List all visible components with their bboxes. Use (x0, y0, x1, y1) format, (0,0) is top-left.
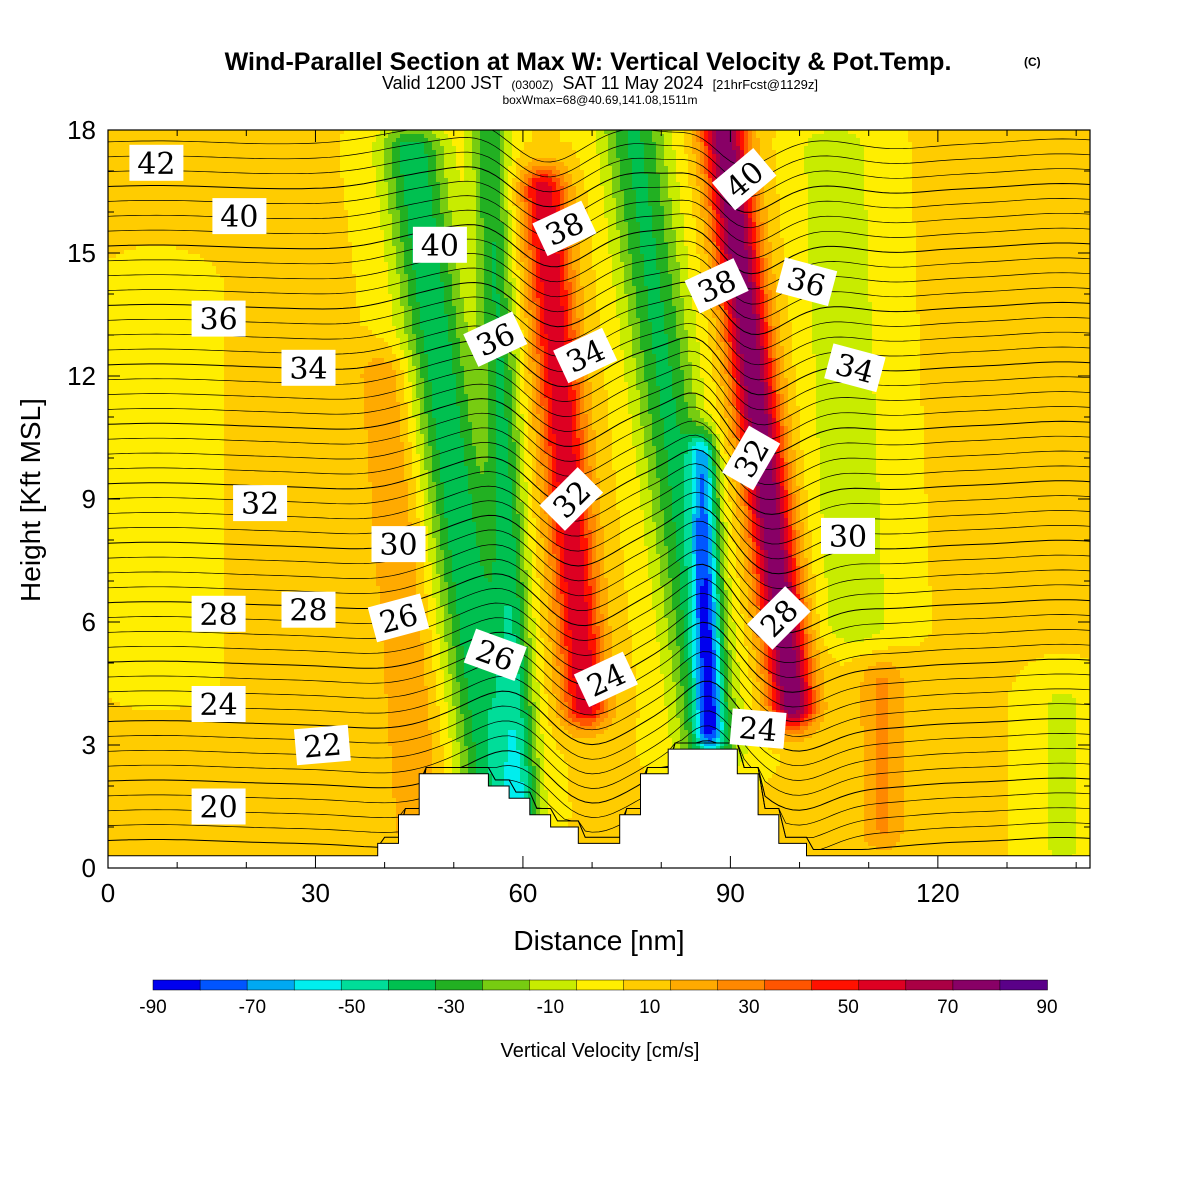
colorbar-swatch (341, 980, 389, 990)
theta-contour-label: 24 (192, 686, 246, 723)
box-info: boxWmax=68@40.69,141.08,1511m (502, 93, 697, 107)
colorbar-tick-label: 90 (1036, 997, 1057, 1018)
y-tick-label: 18 (67, 115, 96, 145)
chart: Wind-Parallel Section at Max W: Vertical… (0, 0, 1200, 1200)
colorbar-tick-label: 10 (639, 997, 660, 1018)
colorbar-swatch (671, 980, 719, 990)
colorbar-tick-label: 30 (738, 997, 759, 1018)
colorbar-tick-label: -70 (239, 997, 266, 1018)
theta-contour-label: 40 (413, 227, 467, 264)
y-axis-title: Height [Kft MSL] (15, 398, 46, 602)
colorbar-swatch (859, 980, 907, 990)
theta-contour-label: 30 (821, 518, 875, 555)
colorbar-tick-label: -50 (338, 997, 365, 1018)
colorbar-swatch (482, 980, 530, 990)
colorbar-swatch (812, 980, 860, 990)
x-tick-label: 120 (916, 878, 959, 908)
y-tick-label: 0 (82, 853, 96, 883)
colorbar-swatch (529, 980, 577, 990)
colorbar-swatch (200, 980, 248, 990)
x-tick-label: 30 (301, 878, 330, 908)
x-tick-label: 90 (716, 878, 745, 908)
colorbar-tick-label: -90 (139, 997, 166, 1018)
colorbar-swatch (435, 980, 483, 990)
colorbar-title: Vertical Velocity [cm/s] (501, 1040, 700, 1062)
chart-header: Wind-Parallel Section at Max W: Vertical… (225, 48, 1041, 107)
colorbar-swatch (388, 980, 436, 990)
colorbar-swatch (765, 980, 813, 990)
chart-title: Wind-Parallel Section at Max W: Vertical… (225, 48, 952, 76)
colorbar-swatch (906, 980, 954, 990)
x-axis-title: Distance [nm] (513, 925, 684, 956)
theta-contour-label: 36 (192, 301, 246, 338)
y-tick-label: 15 (67, 238, 96, 268)
copyright-mark: (C) (1024, 55, 1041, 69)
valid-line: Valid 1200 JST (0300Z) SAT 11 May 2024 [… (382, 73, 818, 93)
colorbar-swatch (1000, 980, 1048, 990)
colorbar-tick-label: 50 (838, 997, 859, 1018)
theta-contour-label: 28 (192, 596, 246, 633)
colorbar-tick-label: -30 (437, 997, 464, 1018)
theta-contour-label: 42 (129, 145, 183, 182)
colorbar-swatch (718, 980, 766, 990)
colorbar: -90 -70 -50 -30 -10 10 30 50 70 90 (139, 980, 1057, 1018)
colorbar-swatch (624, 980, 672, 990)
x-tick-label: 60 (508, 878, 537, 908)
y-tick-label: 9 (82, 484, 96, 514)
colorbar-tick-label: -10 (537, 997, 564, 1018)
theta-contour-label: 34 (282, 350, 336, 387)
y-tick-label: 12 (67, 361, 96, 391)
theta-contour-label: 40 (212, 198, 266, 235)
x-tick-label: 0 (101, 878, 115, 908)
theta-contour-label: 32 (233, 485, 287, 522)
theta-contour-label: 24 (730, 708, 787, 750)
theta-contour-label: 30 (372, 526, 426, 563)
y-tick-label: 3 (82, 730, 96, 760)
colorbar-swatch (247, 980, 295, 990)
colorbar-swatch (294, 980, 342, 990)
y-tick-label: 6 (82, 607, 96, 637)
colorbar-tick-label: 70 (937, 997, 958, 1018)
colorbar-swatch (577, 980, 625, 990)
theta-contour-label: 28 (282, 592, 336, 629)
colorbar-swatch (153, 980, 201, 990)
theta-contour-label: 20 (192, 789, 246, 826)
theta-contour-label: 22 (294, 725, 351, 767)
colorbar-swatch (953, 980, 1001, 990)
